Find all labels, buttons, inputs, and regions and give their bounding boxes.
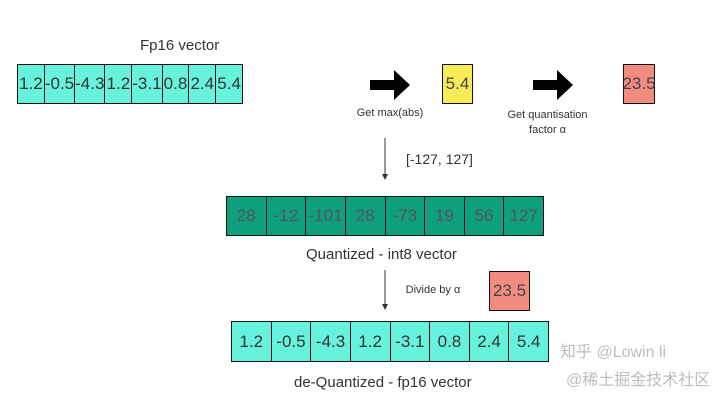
vector-cell: 1.2 <box>105 65 133 103</box>
get-factor-label: Get quantisation factor α <box>495 108 600 138</box>
int8-vector-title: Quantized - int8 vector <box>306 246 457 263</box>
vector-cell: -3.1 <box>390 322 431 361</box>
int8-vector: 28 -12 -101 28 -73 19 56 127 <box>226 196 544 236</box>
vector-cell: 19 <box>425 197 465 235</box>
vector-cell: -12 <box>266 197 307 235</box>
vector-cell: 5.4 <box>509 322 548 361</box>
watermark-secondary: @稀土掘金技术社区 <box>566 372 711 389</box>
divide-factor-box: 23.5 <box>489 271 530 311</box>
range-label: [-127, 127] <box>406 151 473 167</box>
vector-cell: 2.4 <box>469 322 510 361</box>
vector-cell: 1.2 <box>232 322 272 361</box>
factor-value-box: 23.5 <box>622 64 656 104</box>
max-value-box: 5.4 <box>442 64 473 104</box>
vector-cell: 28 <box>345 197 386 235</box>
get-max-label: Get max(abs) <box>356 107 424 119</box>
vector-cell: 0.8 <box>162 65 190 103</box>
vector-cell: 0.8 <box>430 322 470 361</box>
vector-cell: 56 <box>464 197 505 235</box>
vector-cell: 127 <box>504 197 543 235</box>
divide-label: Divide by α <box>405 284 461 296</box>
get-factor-label-line2: factor α <box>529 124 566 136</box>
down-arrow-icon <box>382 270 388 310</box>
get-factor-label-line1: Get quantisation <box>507 109 588 121</box>
vector-cell: -0.5 <box>271 322 312 361</box>
vector-cell: -73 <box>385 197 426 235</box>
vector-cell: -4.3 <box>311 322 351 361</box>
vector-cell: 1.2 <box>18 65 45 103</box>
dequantized-vector-title: de-Quantized - fp16 vector <box>294 374 472 391</box>
down-arrow-icon <box>382 138 388 180</box>
vector-cell: -101 <box>306 197 346 235</box>
fp16-vector-title: Fp16 vector <box>140 37 220 54</box>
right-arrow-icon <box>370 70 410 100</box>
watermark: 知乎 @Lowin li <box>560 344 667 361</box>
vector-cell: 2.4 <box>189 65 217 103</box>
vector-cell: -4.3 <box>75 65 106 103</box>
vector-cell: -0.5 <box>44 65 76 103</box>
vector-cell: 28 <box>227 197 267 235</box>
vector-cell: 5.4 <box>216 65 243 103</box>
vector-cell: -3.1 <box>132 65 163 103</box>
vector-cell: 1.2 <box>350 322 391 361</box>
fp16-vector: 1.2 -0.5 -4.3 1.2 -3.1 0.8 2.4 5.4 <box>17 64 243 104</box>
right-arrow-icon <box>533 70 573 100</box>
dequantized-vector: 1.2 -0.5 -4.3 1.2 -3.1 0.8 2.4 5.4 <box>231 321 549 362</box>
